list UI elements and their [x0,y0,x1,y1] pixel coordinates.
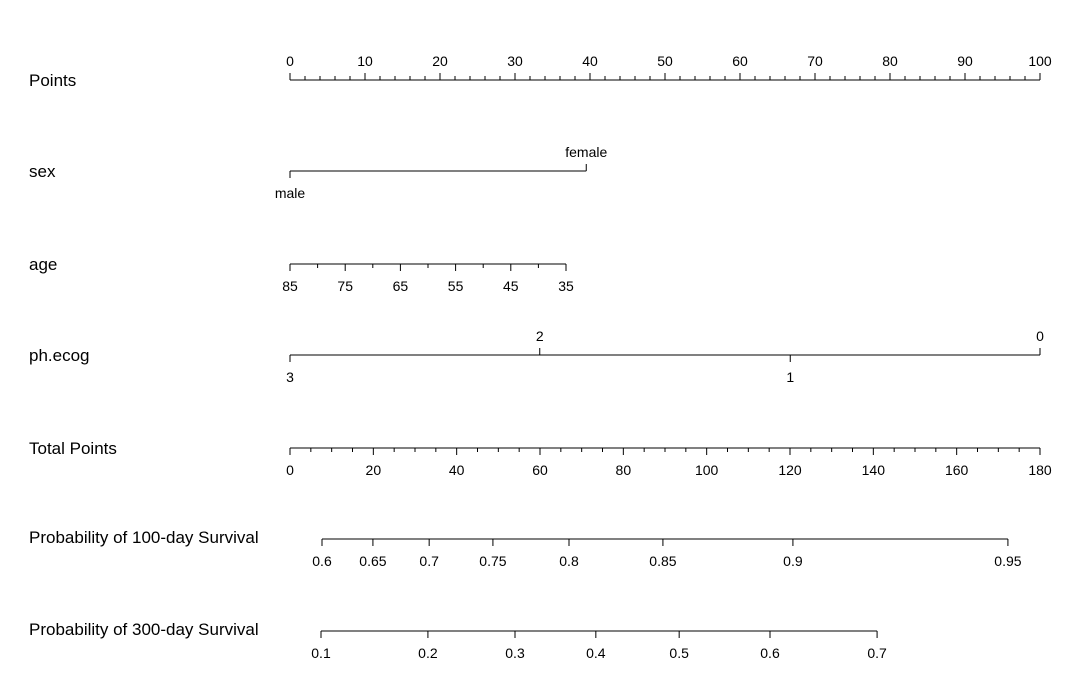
tick-label: 40 [449,462,465,478]
tick-label: 0.3 [505,645,525,661]
tick-label: 0 [286,53,294,69]
tick-label: 90 [957,53,973,69]
tick-label: 30 [507,53,523,69]
tick-label: 0 [286,462,294,478]
tick-label: 0.7 [419,553,439,569]
tick-label: 60 [532,462,548,478]
tick-label: 0.85 [649,553,676,569]
tick-label: 0.6 [760,645,780,661]
tick-label: 60 [732,53,748,69]
tick-label: 140 [862,462,886,478]
tick-label: 0.95 [994,553,1021,569]
tick-label: 35 [558,278,574,294]
tick-label: 0.75 [479,553,506,569]
tick-label: 1 [786,369,794,385]
tick-label: 0.9 [783,553,803,569]
tick-label: 50 [657,53,673,69]
tick-label: 0.8 [559,553,579,569]
row-label: Points [29,71,76,90]
tick-label: 45 [503,278,519,294]
tick-label: 0.6 [312,553,332,569]
tick-label: 0 [1036,328,1044,344]
tick-label: 80 [616,462,632,478]
tick-label: 0.5 [669,645,689,661]
tick-label: 0.2 [418,645,438,661]
tick-label: 160 [945,462,969,478]
row-label: Total Points [29,439,117,458]
tick-label: 3 [286,369,294,385]
tick-label: male [275,185,306,201]
tick-label: 0.65 [359,553,386,569]
tick-label: 40 [582,53,598,69]
tick-label: 20 [366,462,382,478]
tick-label: 100 [695,462,719,478]
tick-label: 55 [448,278,464,294]
row-label: Probability of 100-day Survival [29,528,259,547]
tick-label: 75 [337,278,353,294]
row-label: sex [29,162,56,181]
row-label: age [29,255,57,274]
tick-label: 20 [432,53,448,69]
tick-label: 70 [807,53,823,69]
tick-label: 10 [357,53,373,69]
tick-label: 0.7 [867,645,887,661]
tick-label: 0.1 [311,645,331,661]
tick-label: 180 [1028,462,1052,478]
tick-label: 80 [882,53,898,69]
tick-label: 65 [393,278,409,294]
row-label: ph.ecog [29,346,90,365]
tick-label: 2 [536,328,544,344]
tick-label: female [565,144,607,160]
row-label: Probability of 300-day Survival [29,620,259,639]
tick-label: 85 [282,278,298,294]
tick-label: 100 [1028,53,1052,69]
tick-label: 0.4 [586,645,606,661]
tick-label: 120 [778,462,802,478]
